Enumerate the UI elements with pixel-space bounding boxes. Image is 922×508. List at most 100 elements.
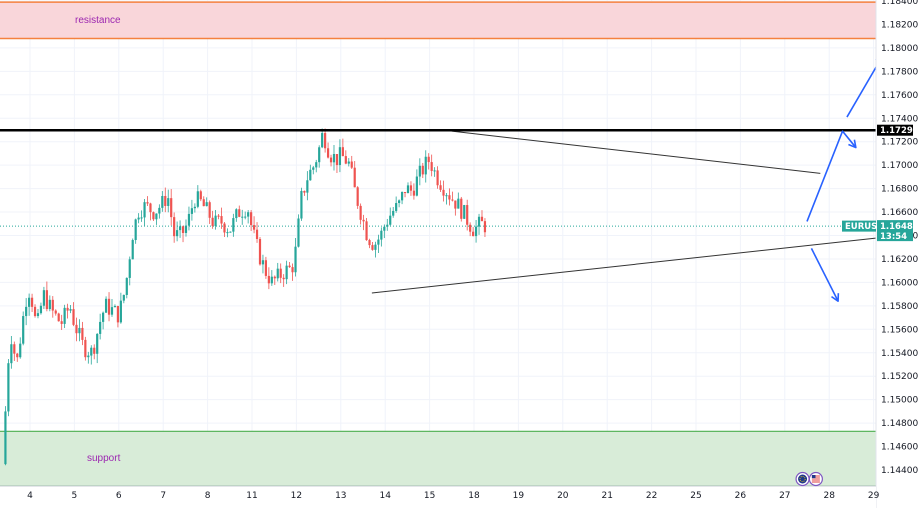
candle: [181, 225, 185, 243]
candle: [412, 183, 416, 200]
candle: [66, 303, 69, 319]
grid: [0, 0, 876, 486]
candle: [433, 167, 436, 177]
candle: [22, 311, 25, 346]
candle: [229, 231, 232, 233]
candle: [223, 222, 226, 238]
svg-text:13:54: 13:54: [880, 232, 907, 242]
eu-flag-icon[interactable]: [795, 471, 810, 487]
price-tick-label: 1.15200: [881, 372, 918, 382]
candle: [199, 189, 202, 202]
candle: [149, 202, 152, 221]
candle: [241, 209, 244, 225]
candle: [324, 128, 327, 153]
candle: [297, 214, 300, 248]
candle: [347, 158, 350, 167]
candle: [436, 166, 439, 189]
svg-text:EURUSD: EURUSD: [845, 222, 884, 232]
candle: [359, 203, 362, 225]
candle: [273, 275, 276, 285]
triangle-upper-line: [451, 130, 821, 174]
candle: [45, 281, 48, 312]
time-tick-label: 8: [205, 491, 211, 501]
candle: [448, 188, 451, 206]
candle: [483, 218, 487, 237]
candle: [178, 220, 182, 238]
candle: [13, 341, 16, 361]
candle: [309, 164, 312, 181]
candle: [427, 153, 430, 170]
candle: [93, 344, 96, 360]
time-tick-label: 12: [291, 491, 302, 501]
candle: [48, 295, 51, 312]
candle: [214, 210, 217, 230]
candle: [140, 210, 143, 222]
time-tick-label: 5: [72, 491, 78, 501]
candle: [350, 155, 353, 170]
candle: [380, 227, 383, 247]
candle: [134, 218, 137, 244]
candle: [335, 153, 339, 173]
candle: [30, 293, 34, 313]
candle: [110, 298, 114, 317]
time-tick-label: 6: [116, 491, 122, 501]
time-axis[interactable]: 4 5 6 7 8 11 12 13 14 15 18 19 20 21 22 25 26 27 28 29: [0, 485, 880, 508]
time-tick-label: 25: [690, 491, 701, 501]
candle: [69, 304, 72, 314]
candle: [244, 211, 247, 220]
candle: [318, 145, 321, 168]
support-zone[interactable]: [0, 431, 876, 486]
candle: [469, 222, 472, 237]
scenario-arrows[interactable]: [806, 55, 884, 302]
candle: [400, 191, 404, 205]
candle: [341, 138, 344, 157]
candle: [338, 139, 342, 173]
candle: [128, 256, 131, 286]
candle: [315, 159, 318, 173]
triangle-pattern[interactable]: [371, 130, 879, 294]
candle: [353, 161, 356, 188]
candle: [306, 171, 309, 201]
candle: [51, 296, 54, 318]
candle: [60, 314, 63, 330]
candle: [395, 196, 398, 213]
candle: [102, 311, 105, 330]
price-tick-label: 1.15000: [881, 396, 918, 406]
candle: [211, 210, 214, 229]
support-label: support: [87, 453, 121, 464]
resistance-label: resistance: [75, 15, 121, 26]
candle: [116, 305, 120, 328]
candle: [389, 207, 392, 226]
price-tick-label: 1.14400: [881, 466, 918, 476]
candle: [255, 222, 259, 243]
svg-text:1.16480: 1.16480: [880, 222, 919, 232]
candle: [235, 208, 238, 222]
time-tick-label: 11: [246, 491, 257, 501]
price-tick-label: 1.14600: [881, 443, 918, 453]
candle: [161, 191, 164, 212]
candle: [152, 211, 155, 222]
time-tick-label: 21: [601, 491, 612, 501]
candle: [54, 309, 57, 316]
price-axis[interactable]: 1.18400 1.18200 1.18000 1.17800 1.17600 1.174…: [875, 0, 922, 508]
candle: [383, 224, 386, 239]
candles: [4, 128, 487, 466]
economic-events[interactable]: [795, 471, 922, 487]
candle: [33, 304, 37, 318]
price-tick-label: 1.16800: [881, 185, 918, 195]
candle: [377, 234, 380, 253]
candle: [90, 345, 93, 365]
candle: [131, 238, 134, 260]
candle: [36, 308, 40, 319]
price-tick-label: 1.18400: [881, 0, 918, 7]
candle: [258, 237, 262, 266]
candle: [16, 352, 19, 362]
candle: [392, 207, 395, 218]
time-tick-label: 13: [335, 491, 346, 501]
candle: [285, 260, 288, 285]
price-tick-label: 1.17200: [881, 138, 918, 148]
resistance-zone[interactable]: [0, 2, 876, 39]
candle: [365, 218, 368, 241]
us-flag-icon[interactable]: [808, 471, 823, 487]
